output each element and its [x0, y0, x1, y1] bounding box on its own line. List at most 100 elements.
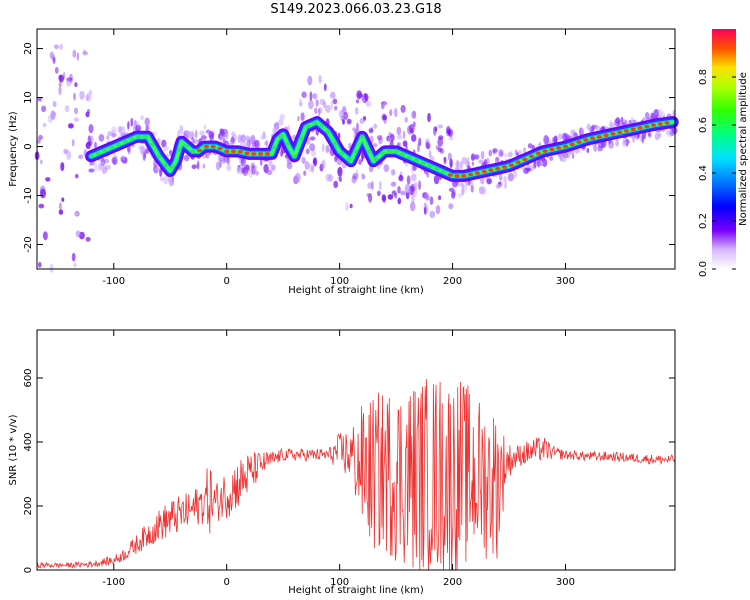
spectrogram-x-tick-label: -100 [102, 276, 125, 287]
spectrogram-noise-blob [457, 192, 462, 199]
spectrogram-ridge-peak [156, 154, 162, 159]
spectrogram-noise-blob [64, 105, 70, 113]
spectrogram-noise-blob [286, 162, 293, 170]
spectrogram-noise-blob [428, 150, 432, 158]
spectrogram-noise-blob [437, 124, 443, 129]
spectrogram-noise-blob [122, 155, 125, 161]
snr-y-tick-label: 200 [23, 496, 34, 515]
spectrogram-noise-blob [201, 135, 207, 140]
spectrogram-ridge-peak [285, 142, 291, 146]
spectrogram-noise-blob [378, 137, 383, 145]
spectrogram-noise-blob [406, 175, 411, 185]
spectrogram-noise-blob [304, 161, 310, 170]
spectrogram-ridge-peak [454, 174, 460, 178]
spectrogram-noise-blob [244, 135, 251, 141]
spectrogram-ridge-peak [244, 151, 250, 156]
spectrogram-ridge-peak [623, 129, 630, 133]
spectrogram-noise-blob [111, 157, 116, 164]
spectrogram-y-tick-label: -10 [23, 187, 34, 203]
spectrogram-noise-blob [324, 104, 331, 114]
spectrogram-noise-blob [307, 75, 313, 86]
spectrogram-ridge-peak [210, 144, 216, 149]
spectrogram-noise-blob [314, 107, 318, 114]
spectrogram-noise-blob [217, 154, 224, 164]
spectrogram-noise-blob [365, 100, 372, 107]
spectrogram-noise-blob [433, 174, 440, 185]
spectrogram-noise-blob [302, 91, 308, 99]
snr-x-tick-label: 200 [443, 577, 462, 588]
colorbar-gradient [712, 29, 736, 269]
spectrogram-ridge-peak [108, 145, 115, 150]
spectrogram-noise-blob [220, 131, 226, 136]
spectrogram-noise-blob [127, 121, 130, 130]
spectrogram-noise-blob [429, 210, 436, 219]
spectrogram-noise-blob [112, 152, 116, 161]
spectrogram-noise-blob [66, 77, 72, 87]
spectrogram-noise-blob [79, 90, 85, 100]
figure-title: S149.2023.066.03.23.G18 [270, 2, 441, 17]
spectrogram-noise-blob [160, 177, 164, 181]
spectrogram-noise-blob [465, 160, 469, 167]
spectrogram-noise-blob [59, 202, 62, 211]
spectrogram-noise-blob [425, 140, 430, 149]
spectrogram-noise-blob [159, 167, 163, 177]
spectrogram-noise-blob [209, 133, 214, 143]
spectrogram-noise-blob [448, 203, 454, 210]
spectrogram-noise-blob [492, 148, 498, 154]
spectrogram-ridge-peak [230, 149, 237, 154]
spectrogram-ridge-peak [434, 167, 440, 171]
colorbar-tick-label: 0.4 [698, 165, 709, 181]
snr-y-tick-label: 400 [23, 432, 34, 451]
spectrogram-noise-blob [294, 172, 301, 183]
spectrogram-ridge-peak [535, 151, 542, 156]
spectrogram-noise-blob [474, 154, 480, 160]
spectrogram-noise-blob [252, 141, 257, 147]
spectrogram-noise-blob [343, 112, 349, 120]
spectrogram-noise-blob [387, 194, 394, 200]
spectrogram-noise-blob [137, 121, 140, 130]
spectrogram-noise-blob [522, 147, 527, 154]
spectrogram-noise-blob [542, 158, 548, 167]
spectrogram-noise-blob [320, 160, 325, 169]
spectrogram-ridge-peak [562, 144, 569, 149]
spectrogram-noise-blob [437, 147, 443, 153]
spectrogram-ridge-peak [657, 122, 663, 126]
spectrogram-noise-blob [242, 166, 249, 176]
spectrogram-noise-blob [427, 112, 431, 123]
spectrogram-noise-blob [163, 145, 169, 152]
spectrogram-noise-blob [462, 185, 468, 193]
spectrogram-ridge-peak [142, 135, 148, 139]
spectrogram-x-tick-label: 200 [443, 276, 462, 287]
spectrogram-noise-blob [75, 230, 81, 238]
spectrogram-ridge-peak [468, 172, 474, 177]
colorbar-tick-label: 0.6 [698, 117, 709, 133]
spectrogram-ridge-peak [590, 136, 596, 140]
spectrogram-noise-blob [615, 139, 619, 147]
spectrogram-noise-blob [88, 89, 93, 96]
spectrogram-noise-blob [62, 71, 66, 80]
spectrogram-ridge-peak [542, 149, 548, 153]
spectrogram-noise-blob [397, 197, 402, 205]
spectrogram-noise-blob [76, 52, 80, 61]
spectrogram-noise-blob [504, 182, 507, 189]
spectrogram-noise-blob [595, 125, 601, 132]
spectrogram-ridge-peak [176, 147, 182, 152]
spectrogram-noise-blob [112, 157, 118, 165]
spectrogram-noise-blob [318, 74, 322, 84]
spectrogram-noise-blob [525, 167, 531, 172]
snr-y-tick-label: 0 [23, 567, 34, 573]
spectrogram-noise-blob [394, 192, 398, 199]
spectrogram-noise-blob [277, 118, 284, 126]
spectrogram-noise-blob [184, 130, 191, 135]
spectrogram-noise-blob [345, 202, 349, 211]
spectrogram-noise-blob [382, 114, 387, 121]
spectrogram-noise-blob [58, 43, 64, 51]
snr-x-axis-label: Height of straight line (km) [288, 585, 424, 596]
spectrogram-noise-blob [192, 139, 199, 144]
spectrogram-noise-blob [539, 160, 544, 166]
spectrogram-noise-blob [390, 133, 395, 142]
snr-marks [36, 378, 675, 571]
spectrogram-ridge-peak [224, 149, 230, 154]
spectrogram-noise-blob [135, 124, 141, 132]
spectrogram-noise-blob [354, 107, 359, 115]
